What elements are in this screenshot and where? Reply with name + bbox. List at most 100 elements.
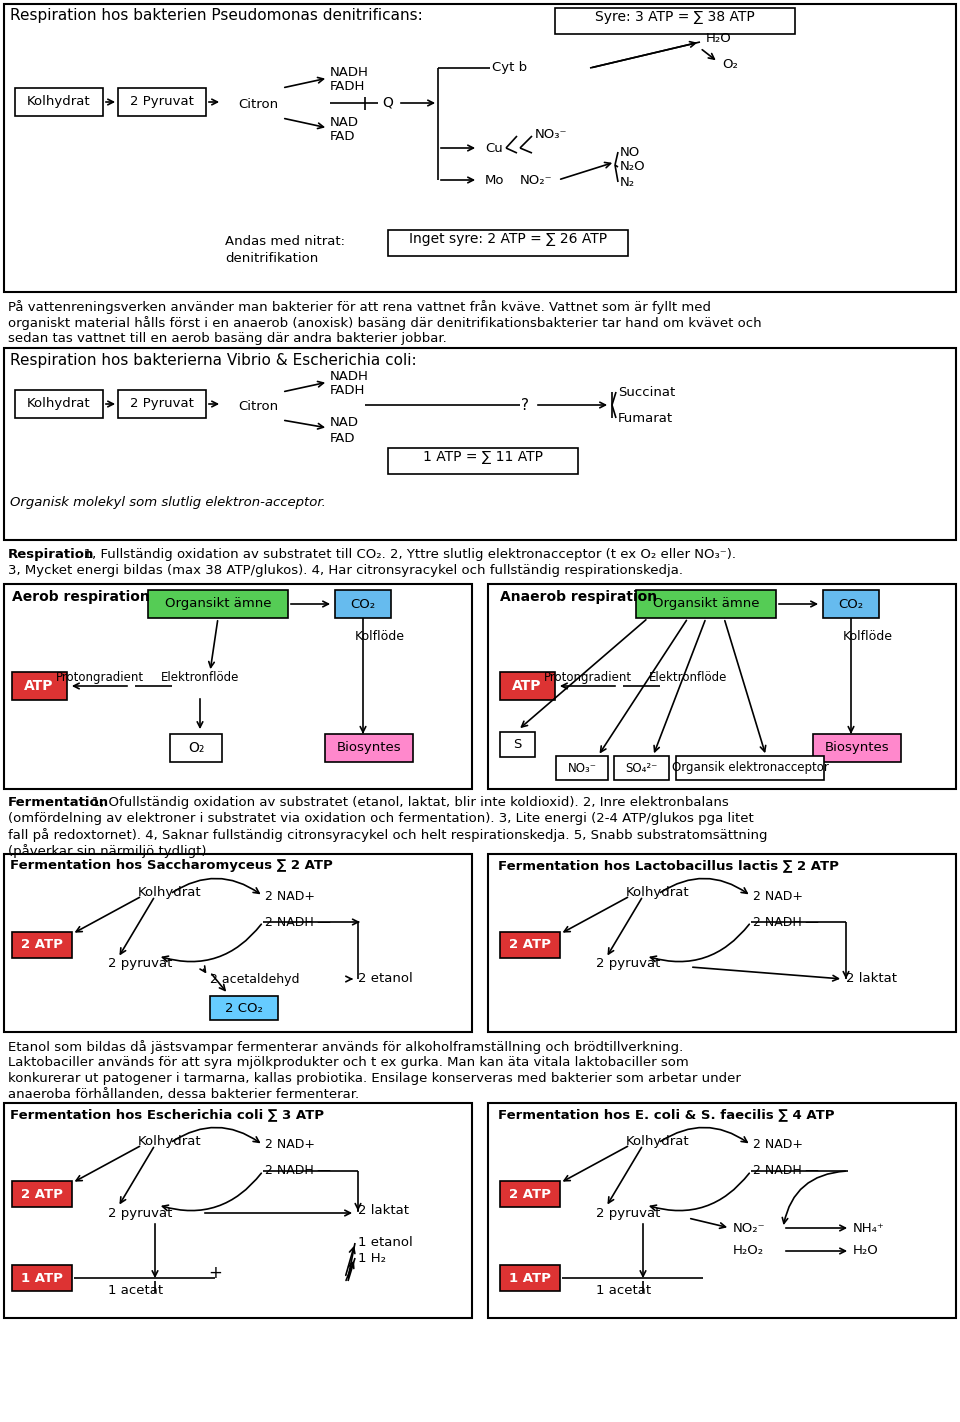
Bar: [4, 348, 956, 540]
Bar: [325, 734, 413, 762]
Bar: [813, 734, 901, 762]
Text: 2 ATP: 2 ATP: [509, 939, 551, 951]
Text: Respiration hos bakterien Pseudomonas denitrificans:: Respiration hos bakterien Pseudomonas de…: [10, 9, 422, 23]
Text: Kolhydrat: Kolhydrat: [27, 95, 91, 108]
Text: Respiration: Respiration: [8, 547, 94, 562]
Text: H₂O: H₂O: [706, 31, 732, 44]
Text: organiskt material hålls först i en anaerob (anoxisk) basäng där denitrifikation: organiskt material hålls först i en anae…: [8, 316, 761, 330]
Text: 2 NAD+: 2 NAD+: [265, 890, 315, 903]
Text: (påverkar sin närmiljö tydligt).: (påverkar sin närmiljö tydligt).: [8, 845, 210, 857]
Text: NADH: NADH: [330, 370, 369, 383]
Text: ATP: ATP: [513, 678, 541, 693]
Text: 2 pyruvat: 2 pyruvat: [108, 957, 173, 970]
Text: 2 Pyruvat: 2 Pyruvat: [130, 95, 194, 108]
Text: CO₂: CO₂: [350, 597, 375, 610]
Text: +: +: [208, 1264, 222, 1283]
Text: Kolhydrat: Kolhydrat: [626, 1135, 690, 1148]
Text: 1 etanol: 1 etanol: [358, 1237, 413, 1250]
Text: 2 Pyruvat: 2 Pyruvat: [130, 398, 194, 411]
Text: S: S: [513, 738, 521, 751]
Text: Elektronflöde: Elektronflöde: [161, 671, 239, 684]
Text: Kolhydrat: Kolhydrat: [138, 886, 202, 899]
Text: 2 pyruvat: 2 pyruvat: [108, 1206, 173, 1220]
Bar: [488, 584, 956, 789]
Text: Elektronflöde: Elektronflöde: [649, 671, 727, 684]
Text: 2 NADH ―: 2 NADH ―: [265, 916, 330, 929]
Text: NO₃⁻: NO₃⁻: [567, 762, 596, 775]
Text: N₂O: N₂O: [620, 161, 646, 173]
Bar: [500, 1266, 560, 1291]
Bar: [500, 673, 555, 700]
Text: Fumarat: Fumarat: [618, 411, 673, 425]
Text: Organsik elektronacceptor: Organsik elektronacceptor: [672, 762, 828, 775]
Text: NH₄⁺: NH₄⁺: [853, 1221, 885, 1234]
Text: Laktobaciller används för att syra mjölkprodukter och t ex gurka. Man kan äta vi: Laktobaciller används för att syra mjölk…: [8, 1057, 688, 1069]
Text: Cu: Cu: [485, 142, 503, 155]
Bar: [500, 931, 560, 958]
Bar: [12, 1266, 72, 1291]
Text: O₂: O₂: [188, 741, 204, 755]
Bar: [118, 390, 206, 418]
Text: (omfördelning av elektroner i substratet via oxidation och fermentation). 3, Lit: (omfördelning av elektroner i substratet…: [8, 812, 754, 825]
Text: 1 ATP: 1 ATP: [509, 1271, 551, 1284]
Text: Protongradient: Protongradient: [544, 671, 632, 684]
Text: Fermentation hos Escherichia coli ∑ 3 ATP: Fermentation hos Escherichia coli ∑ 3 AT…: [10, 1108, 324, 1121]
Text: 2 NADH ―: 2 NADH ―: [753, 1165, 818, 1177]
Text: Organsikt ämne: Organsikt ämne: [165, 597, 272, 610]
Text: Kolhydrat: Kolhydrat: [626, 886, 690, 899]
Bar: [12, 673, 67, 700]
Text: 2 NADH ―: 2 NADH ―: [753, 916, 818, 929]
Bar: [676, 757, 824, 781]
Bar: [15, 88, 103, 117]
Text: FADH: FADH: [330, 384, 366, 398]
Text: 3, Mycket energi bildas (max 38 ATP/glukos). 4, Har citronsyracykel och fullstän: 3, Mycket energi bildas (max 38 ATP/gluk…: [8, 565, 683, 577]
Text: H₂O₂: H₂O₂: [733, 1244, 764, 1257]
Text: Fermentation hos Saccharomyceus ∑ 2 ATP: Fermentation hos Saccharomyceus ∑ 2 ATP: [10, 859, 333, 872]
Bar: [335, 590, 391, 619]
Text: fall på redoxtornet). 4, Saknar fullständig citronsyracykel och helt respiration: fall på redoxtornet). 4, Saknar fullstän…: [8, 828, 767, 842]
Text: Syre: 3 ATP = ∑ 38 ATP: Syre: 3 ATP = ∑ 38 ATP: [595, 10, 755, 24]
Bar: [170, 734, 222, 762]
Text: Organisk molekyl som slutlig elektron-acceptor.: Organisk molekyl som slutlig elektron-ac…: [10, 496, 325, 509]
Text: Biosyntes: Biosyntes: [825, 741, 889, 755]
Bar: [488, 1103, 956, 1318]
Text: 2 NAD+: 2 NAD+: [753, 890, 803, 903]
Text: O₂: O₂: [722, 58, 738, 71]
Bar: [12, 1182, 72, 1207]
Text: FAD: FAD: [330, 431, 355, 445]
Text: 2 NAD+: 2 NAD+: [753, 1139, 803, 1152]
Bar: [4, 1103, 472, 1318]
Text: Succinat: Succinat: [618, 385, 675, 398]
Circle shape: [226, 374, 290, 438]
Text: 2 ATP: 2 ATP: [21, 939, 63, 951]
Text: På vattenreningsverken använder man bakterier för att rena vattnet från kväve. V: På vattenreningsverken använder man bakt…: [8, 300, 711, 314]
Bar: [4, 584, 472, 789]
Bar: [118, 88, 206, 117]
Bar: [488, 855, 956, 1032]
Text: Q: Q: [383, 97, 394, 109]
Text: 1 ATP: 1 ATP: [21, 1271, 63, 1284]
Text: 2 acetaldehyd: 2 acetaldehyd: [210, 973, 300, 985]
Text: 2 ATP: 2 ATP: [509, 1187, 551, 1200]
Text: CO₂: CO₂: [838, 597, 864, 610]
Text: 2 ATP: 2 ATP: [21, 1187, 63, 1200]
Text: konkurerar ut patogener i tarmarna, kallas probiotika. Ensilage konserveras med : konkurerar ut patogener i tarmarna, kall…: [8, 1072, 741, 1085]
Text: NAD: NAD: [330, 417, 359, 429]
Bar: [148, 590, 288, 619]
Text: Protongradient: Protongradient: [56, 671, 144, 684]
Text: 2 laktat: 2 laktat: [846, 973, 897, 985]
Circle shape: [226, 73, 290, 137]
Bar: [556, 757, 608, 781]
Bar: [12, 931, 72, 958]
Text: 2 CO₂: 2 CO₂: [225, 1001, 263, 1014]
Text: NO₃⁻: NO₃⁻: [535, 128, 567, 141]
Text: 1 acetat: 1 acetat: [108, 1284, 163, 1297]
Text: FADH: FADH: [330, 81, 366, 94]
Text: 1 ATP = ∑ 11 ATP: 1 ATP = ∑ 11 ATP: [423, 449, 543, 464]
Bar: [500, 1182, 560, 1207]
Bar: [4, 855, 472, 1032]
Bar: [15, 390, 103, 418]
Bar: [210, 995, 278, 1020]
Text: ATP: ATP: [24, 678, 54, 693]
Text: N₂: N₂: [620, 175, 636, 189]
